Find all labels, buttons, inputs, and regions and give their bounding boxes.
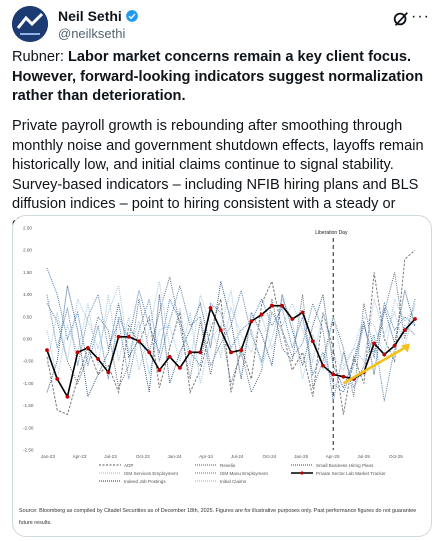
tracker-point (177, 365, 182, 370)
y-tick-label: -2.00 (23, 425, 34, 430)
y-tick-label: 2.50 (23, 226, 32, 231)
trend-arrow-head (400, 343, 410, 353)
tracker-point (75, 350, 80, 355)
avatar[interactable] (12, 6, 48, 42)
tracker-point (188, 350, 193, 355)
tracker-point (402, 328, 407, 333)
x-tick-label: Oct-25 (389, 454, 403, 459)
tracker-point (290, 317, 295, 321)
tracker-point (96, 357, 101, 361)
legend-item: ADP (99, 463, 195, 468)
tracker-point (259, 312, 264, 317)
tweet-prefix: Rubner: (12, 49, 68, 65)
tracker-point (249, 319, 254, 324)
more-options-icon[interactable]: ··· (411, 8, 430, 25)
tracker-point (116, 334, 121, 339)
legend-label: Small Business Hiring Plans (316, 462, 374, 468)
tracker-point (331, 372, 336, 377)
author-handle[interactable]: @neilksethi (58, 26, 126, 41)
tracker-point (269, 303, 274, 308)
y-tick-label: 0.50 (23, 314, 32, 319)
series-line (46, 283, 416, 384)
tracker-point (310, 339, 315, 344)
tracker-point (85, 345, 90, 350)
tracker-point (413, 317, 417, 321)
tracker-point (65, 394, 70, 399)
tracker-point (198, 350, 203, 355)
tweet-header: Neil Sethi @neilksethi ··· (12, 4, 432, 44)
legend-label: ISM Manu Employment (220, 470, 268, 476)
series-line (46, 272, 416, 397)
x-tick-label: Jan-24 (168, 454, 182, 459)
grok-icon[interactable] (392, 10, 410, 28)
series-line (46, 267, 416, 394)
tweet-bold-text: Labor market concerns remain a key clien… (12, 49, 424, 104)
legend-label: Revelio (220, 462, 236, 468)
tweet-text-lead: Rubner: Labor market concerns remain a k… (12, 48, 432, 107)
series-line (46, 249, 416, 416)
tracker-point (55, 377, 60, 381)
legend-label: ISM Services Employment (124, 470, 178, 476)
legend-label: Indeed Job Postings (124, 478, 166, 484)
tracker-point (300, 310, 305, 315)
chart-source-note: Source: Bloomberg as compiled by Citadel… (19, 508, 417, 526)
legend-item: ISM Manu Employment (195, 471, 291, 476)
tracker-point (341, 374, 346, 379)
liberation-day-label: Liberation Day (315, 230, 348, 236)
x-tick-label: Apr-25 (326, 454, 340, 459)
tracker-point (167, 354, 172, 359)
tracker-point (208, 306, 213, 310)
y-tick-label: 0.00 (23, 337, 32, 342)
tracker-point (218, 328, 223, 333)
tracker-point (392, 343, 397, 348)
chart-card[interactable]: 2.50 2.00 1.50 1.00 0.50 0.00 -0.50 -1.00 -1.50 -… (12, 215, 432, 537)
author-name[interactable]: Neil Sethi (58, 8, 122, 24)
tracker-point (157, 368, 162, 372)
y-tick-label: 2.00 (23, 248, 32, 253)
tracker-point (126, 334, 131, 339)
legend-label: Initial Claims (220, 478, 247, 484)
x-tick-label: Apr-24 (199, 454, 213, 459)
tracker-point (106, 370, 111, 375)
x-tick-label: Oct-24 (262, 454, 276, 459)
x-tick-label: Jan-25 (294, 454, 308, 459)
tracker-point (280, 303, 285, 308)
chart-legend: ADP Revelio Small Business Hiring Plans … (99, 461, 429, 485)
y-tick-label: -1.50 (23, 403, 34, 408)
series-line (46, 281, 416, 399)
legend-label: Private Sector Lab Market Tracker (316, 470, 386, 476)
tracker-point (45, 348, 49, 352)
legend-label: ADP (124, 462, 134, 468)
x-tick-label: Apr-23 (73, 454, 87, 459)
y-tick-label: 1.00 (23, 292, 32, 297)
y-tick-label: -1.00 (23, 381, 34, 386)
legend-item: Indeed Job Postings (99, 479, 195, 484)
avatar-logo-icon (12, 6, 48, 42)
legend-item: ISM Services Employment (99, 471, 195, 476)
tracker-point (229, 350, 233, 355)
tracker-point (382, 352, 387, 357)
tracker-point (137, 339, 141, 344)
x-tick-label: Jul-24 (231, 454, 244, 459)
legend-item: Private Sector Lab Market Tracker (291, 471, 387, 476)
series-line (46, 281, 416, 380)
tracker-point (372, 341, 377, 346)
y-tick-label: -0.50 (23, 359, 34, 364)
x-tick-label: Oct-23 (136, 454, 150, 459)
tracker-point (147, 350, 152, 355)
verified-badge-icon (125, 10, 138, 22)
line-chart: 2.50 2.00 1.50 1.00 0.50 0.00 -0.50 -1.00 -1.50 -… (23, 226, 417, 459)
x-tick-label: Jul-23 (104, 454, 117, 459)
series-line (46, 283, 416, 402)
trend-arrow-line (342, 345, 408, 385)
legend-item: Initial Claims (195, 479, 291, 484)
legend-item: Revelio (195, 463, 291, 468)
x-tick-label: Jan-23 (41, 454, 55, 459)
legend-item: Small Business Hiring Plans (291, 463, 387, 468)
x-tick-label: Jul-25 (357, 454, 370, 459)
tracker-point (239, 348, 244, 352)
y-tick-label: -2.50 (23, 448, 34, 453)
y-tick-label: 1.50 (23, 270, 32, 275)
tracker-point (321, 363, 325, 368)
